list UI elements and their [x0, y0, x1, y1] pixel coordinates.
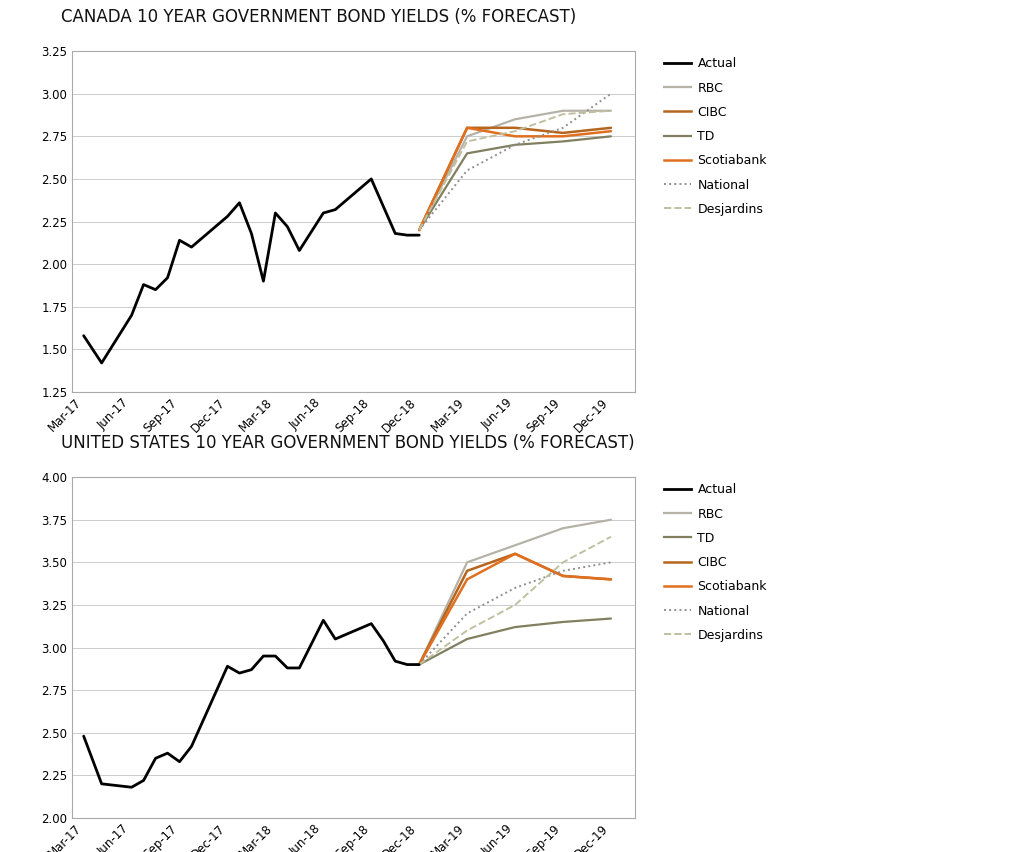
Text: CANADA 10 YEAR GOVERNMENT BOND YIELDS (% FORECAST): CANADA 10 YEAR GOVERNMENT BOND YIELDS (%…	[61, 8, 577, 26]
Text: UNITED STATES 10 YEAR GOVERNMENT BOND YIELDS (% FORECAST): UNITED STATES 10 YEAR GOVERNMENT BOND YI…	[61, 434, 635, 452]
Legend: Actual, RBC, CIBC, TD, Scotiabank, National, Desjardins: Actual, RBC, CIBC, TD, Scotiabank, Natio…	[664, 57, 767, 216]
Legend: Actual, RBC, TD, CIBC, Scotiabank, National, Desjardins: Actual, RBC, TD, CIBC, Scotiabank, Natio…	[664, 483, 767, 642]
